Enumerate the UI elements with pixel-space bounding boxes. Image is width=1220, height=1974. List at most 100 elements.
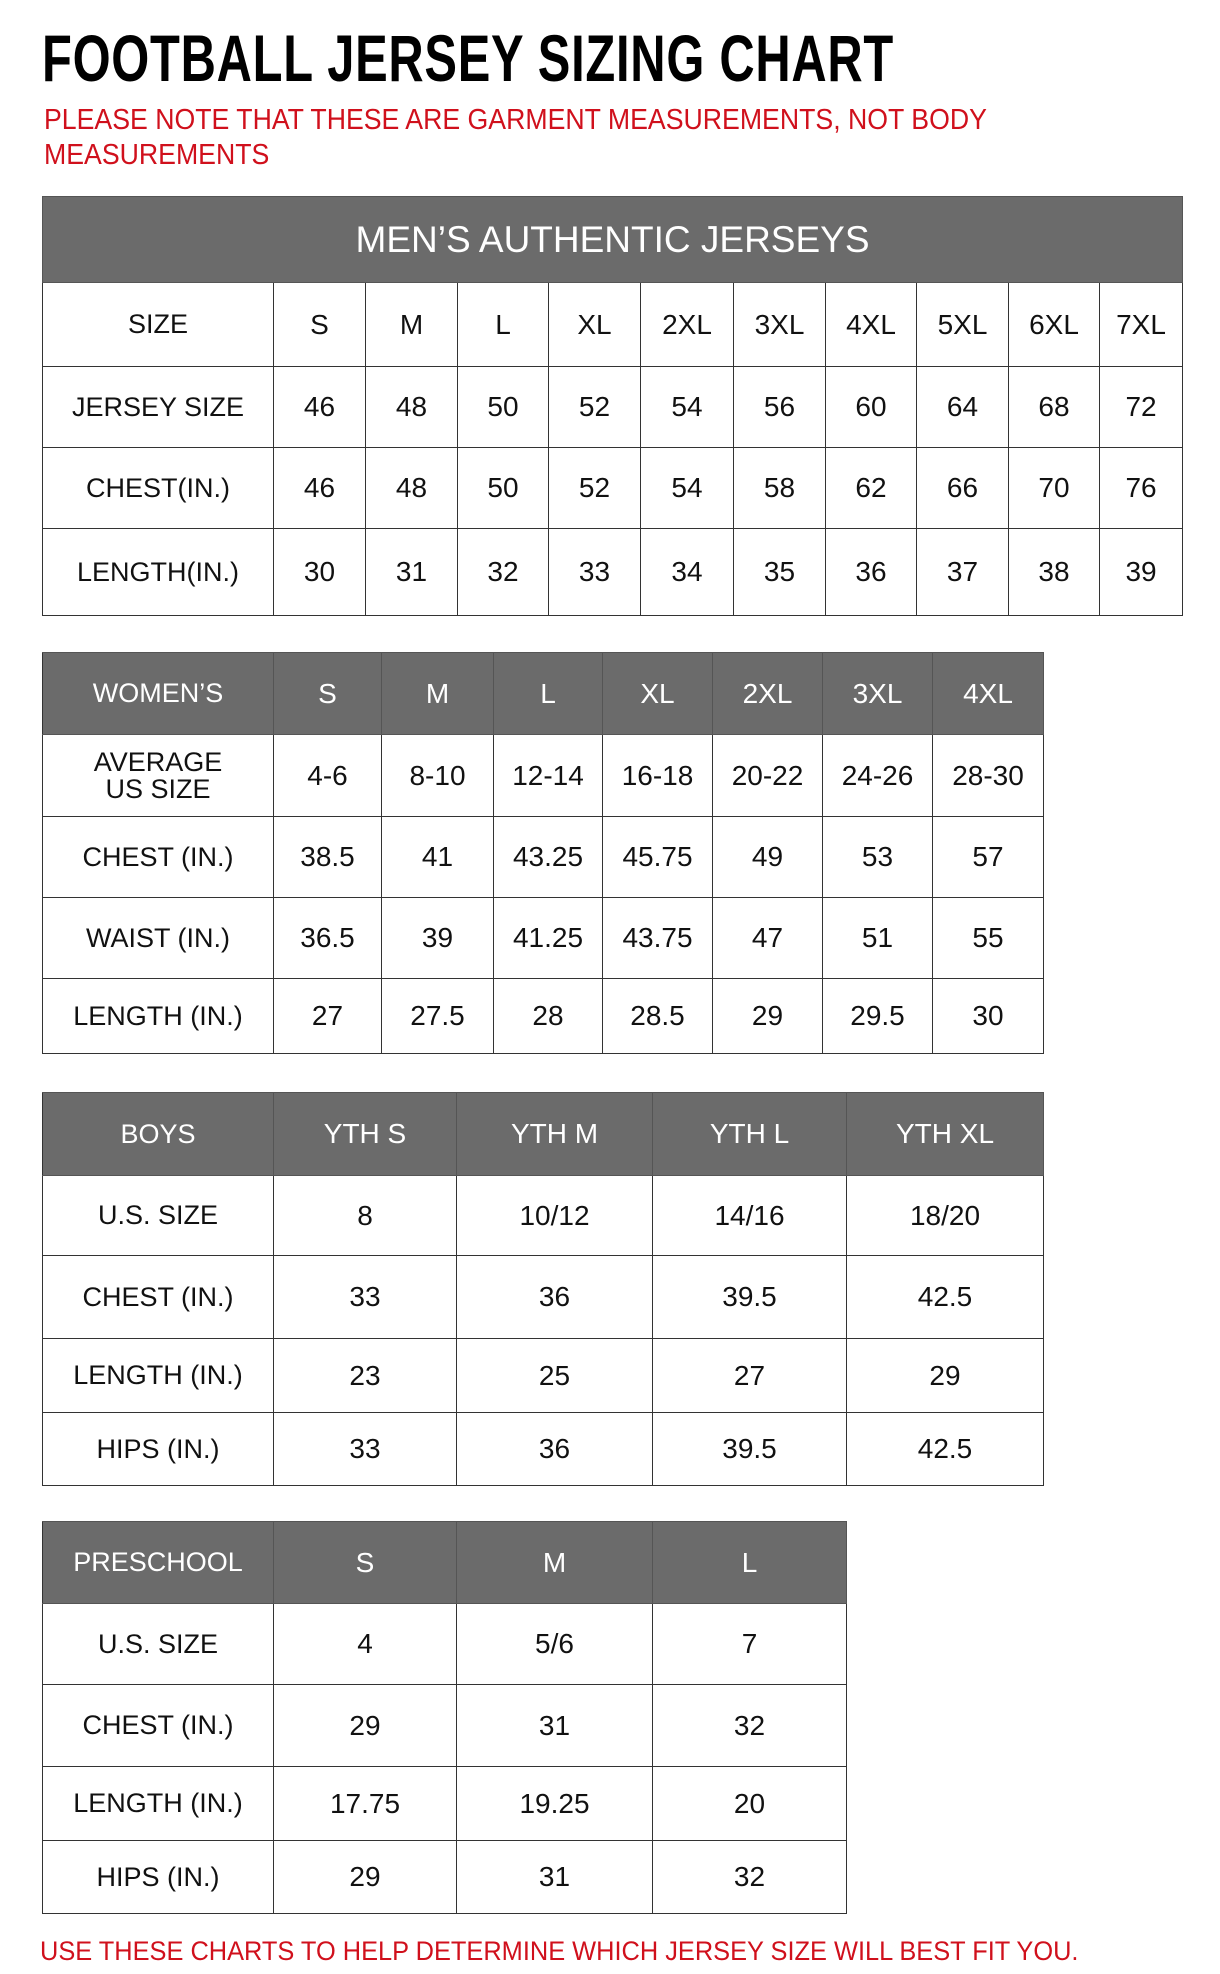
row-label: LENGTH (IN.): [42, 978, 274, 1054]
measurement-cell: 52: [548, 447, 641, 529]
measurement-cell: 51: [822, 897, 933, 979]
row-label: U.S. SIZE: [42, 1175, 274, 1256]
row-label: WAIST (IN.): [42, 897, 274, 979]
footer-note: USE THESE CHARTS TO HELP DETERMINE WHICH…: [40, 1936, 1079, 1966]
measurement-cell: 53: [822, 816, 933, 898]
measurement-cell: 46: [273, 366, 366, 448]
table-row: LENGTH (IN.) 23 25 27 29: [42, 1338, 1044, 1413]
size-column-header: YTH M: [456, 1092, 653, 1176]
measurement-cell: 18/20: [846, 1175, 1044, 1256]
measurement-cell: 39.5: [652, 1412, 847, 1486]
measurement-cell: 32: [652, 1840, 847, 1914]
measurement-cell: 55: [932, 897, 1044, 979]
preschool-table: PRESCHOOL S M L U.S. SIZE 4 5/6 7 CHEST (IN.) 29 3…: [42, 1521, 847, 1914]
table-row: LENGTH (IN.) 17.75 19.25 20: [42, 1766, 847, 1841]
measurement-cell: 47: [712, 897, 823, 979]
measurement-cell: 27: [652, 1338, 847, 1413]
measurement-cell: 33: [273, 1255, 457, 1339]
measurement-cell: 31: [456, 1684, 653, 1767]
table-row: CHEST(IN.) 46 48 50 52 54 58 62 66 70 76: [42, 447, 1184, 529]
size-column-header: YTH XL: [846, 1092, 1044, 1176]
measurement-cell: 54: [640, 366, 734, 448]
measurement-cell: 39: [381, 897, 494, 979]
table-row: AVERAGE US SIZE 4-6 8-10 12-14 16-18 20-22 24-…: [42, 734, 1044, 817]
table-caption: MEN’S AUTHENTIC JERSEYS: [41, 196, 1184, 283]
measurement-cell: 31: [456, 1840, 653, 1914]
size-column-header: YTH S: [273, 1092, 457, 1176]
size-column-header: XL: [548, 282, 641, 367]
header-label: BOYS: [42, 1092, 274, 1176]
header-label: PRESCHOOL: [42, 1521, 274, 1604]
measurement-cell: 58: [733, 447, 826, 529]
row-label: AVERAGE US SIZE: [42, 734, 274, 817]
header-row: PRESCHOOL S M L: [42, 1521, 847, 1604]
measurement-cell: 25: [456, 1338, 653, 1413]
measurement-cell: 33: [548, 528, 641, 616]
size-column-header: L: [493, 652, 603, 735]
table-row: CHEST (IN.) 33 36 39.5 42.5: [42, 1255, 1044, 1339]
table-row: U.S. SIZE 4 5/6 7: [42, 1603, 847, 1685]
measurement-cell: 34: [640, 528, 734, 616]
measurement-cell: 64: [916, 366, 1009, 448]
measurement-cell: 12-14: [493, 734, 603, 817]
measurement-cell: 39: [1098, 528, 1184, 616]
measurement-cell: 39.5: [652, 1255, 847, 1339]
size-column-header: L: [457, 282, 549, 367]
measurement-cell: 14/16: [652, 1175, 847, 1256]
measurement-cell: 16-18: [602, 734, 713, 817]
row-label: HIPS (IN.): [42, 1840, 274, 1914]
size-column-header: S: [273, 282, 366, 367]
measurement-cell: 46: [273, 447, 366, 529]
header-row: WOMEN’S S M L XL 2XL 3XL 4XL: [42, 652, 1044, 735]
measurement-cell: 60: [825, 366, 917, 448]
measurement-cell: 29: [273, 1840, 457, 1914]
measurement-cell: 43.75: [602, 897, 713, 979]
measurement-cell: 29.5: [822, 978, 933, 1054]
measurement-cell: 38: [1008, 528, 1100, 616]
size-column-header: M: [381, 652, 494, 735]
measurement-cell: 23: [273, 1338, 457, 1413]
page-title: FOOTBALL JERSEY SIZING CHART: [42, 21, 894, 95]
measurement-cell: 43.25: [493, 816, 603, 898]
table-row: JERSEY SIZE 46 48 50 52 54 56 60 64 68 72: [42, 366, 1184, 448]
measurement-cell: 4: [273, 1603, 457, 1685]
measurement-cell: 27: [273, 978, 382, 1054]
row-label: U.S. SIZE: [42, 1603, 274, 1685]
garment-note-line-2: MEASUREMENTS: [44, 139, 270, 171]
size-column-header: 7XL: [1098, 282, 1184, 367]
measurement-cell: 8-10: [381, 734, 494, 817]
boys-table: BOYS YTH S YTH M YTH L YTH XL U.S. SIZE 8 10/12…: [42, 1092, 1044, 1486]
measurement-cell: 50: [457, 366, 549, 448]
header-row: BOYS YTH S YTH M YTH L YTH XL: [42, 1092, 1044, 1176]
measurement-cell: 49: [712, 816, 823, 898]
size-column-header: 2XL: [640, 282, 734, 367]
size-column-header: 4XL: [932, 652, 1044, 735]
measurement-cell: 20: [652, 1766, 847, 1841]
measurement-cell: 36: [456, 1412, 653, 1486]
row-label: CHEST (IN.): [42, 816, 274, 898]
measurement-cell: 31: [365, 528, 458, 616]
measurement-cell: 70: [1008, 447, 1100, 529]
row-label: CHEST (IN.): [42, 1684, 274, 1767]
measurement-cell: 36: [456, 1255, 653, 1339]
measurement-cell: 45.75: [602, 816, 713, 898]
measurement-cell: 52: [548, 366, 641, 448]
measurement-cell: 54: [640, 447, 734, 529]
measurement-cell: 10/12: [456, 1175, 653, 1256]
measurement-cell: 76: [1098, 447, 1184, 529]
size-column-header: S: [273, 652, 382, 735]
womens-table: WOMEN’S S M L XL 2XL 3XL 4XL AVERAGE US SIZE 4-6 8…: [42, 652, 1044, 1054]
row-label: LENGTH (IN.): [42, 1338, 274, 1413]
measurement-cell: 28: [493, 978, 603, 1054]
measurement-cell: 68: [1008, 366, 1100, 448]
measurement-cell: 28-30: [932, 734, 1044, 817]
table-row: LENGTH (IN.) 27 27.5 28 28.5 29 29.5 30: [42, 978, 1044, 1054]
size-column-header: 5XL: [916, 282, 1009, 367]
measurement-cell: 29: [846, 1338, 1044, 1413]
measurement-cell: 57: [932, 816, 1044, 898]
table-row: WAIST (IN.) 36.5 39 41.25 43.75 47 51 55: [42, 897, 1044, 979]
table-row: CHEST (IN.) 29 31 32: [42, 1684, 847, 1767]
measurement-cell: 30: [932, 978, 1044, 1054]
measurement-cell: 33: [273, 1412, 457, 1486]
measurement-cell: 32: [652, 1684, 847, 1767]
